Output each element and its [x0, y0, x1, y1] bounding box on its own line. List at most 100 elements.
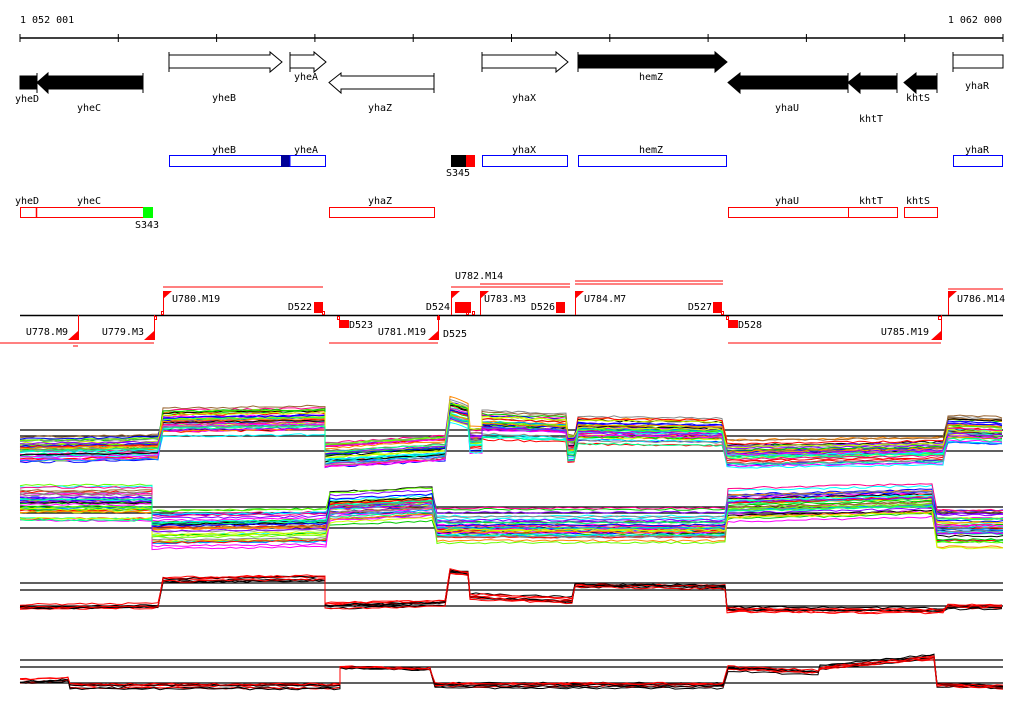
expression-panel-multi-1 [19, 395, 1003, 469]
gene-yheA[interactable]: yheA [289, 50, 327, 83]
operon-label: khtT [859, 196, 883, 207]
tu-start-flag [163, 291, 172, 299]
gene-yhaX[interactable]: yhaX [481, 50, 569, 104]
operon-label: yheD [15, 196, 39, 207]
gene-hemZ[interactable]: hemZ [577, 50, 728, 83]
gene-yheB[interactable]: yheB [168, 50, 283, 104]
expression-panel-summary-2 [19, 653, 1004, 691]
terminator-label[interactable]: D525 [443, 329, 467, 340]
transcription-unit-track: U778.M9 U779.M3 U780.M19 D522 D523 U781.… [0, 271, 1005, 347]
gene-label: yheA [294, 72, 318, 83]
operon-label: hemZ [639, 145, 663, 156]
operon-label: yheB [212, 145, 236, 156]
operon-label: yhaU [775, 196, 799, 207]
terminator-marker[interactable] [314, 302, 323, 313]
scale-start-label: 1 052 001 [20, 15, 74, 26]
expression-trace [19, 490, 1004, 528]
gene-label: khtT [859, 114, 883, 125]
tu-label[interactable]: U784.M7 [584, 294, 626, 305]
gene-khtS[interactable]: khtS [903, 71, 938, 104]
gene-yhaU[interactable]: yhaU [727, 71, 849, 114]
operon-box[interactable] [329, 207, 435, 218]
reverse-operon-track: yheD yheC S343 yhaZ yhaU khtT khtS [15, 196, 938, 231]
marker-block [281, 155, 290, 167]
gene-yhaZ[interactable]: yhaZ [328, 71, 435, 114]
operon-label: yheA [294, 145, 318, 156]
tu-label[interactable]: U782.M14 [455, 271, 503, 282]
tu-label[interactable]: U783.M3 [484, 294, 526, 305]
expression-trace [19, 497, 1004, 526]
tu-start-flag [931, 331, 941, 340]
expression-trace [19, 415, 1003, 468]
forward-operon-track: yheB yheA S345 yhaX hemZ yhaR [169, 145, 1003, 179]
expression-trace [19, 569, 1003, 614]
operon-box[interactable] [20, 207, 144, 218]
terminator-label[interactable]: D528 [738, 320, 762, 331]
operon-label: yhaZ [368, 196, 392, 207]
tu-label[interactable]: U785.M19 [881, 327, 929, 338]
site-block-black[interactable] [451, 155, 466, 167]
gene-yheC[interactable]: yheC [36, 71, 144, 114]
tu-label[interactable]: U779.M3 [102, 327, 144, 338]
operon-box[interactable] [169, 155, 326, 167]
site-label: S343 [135, 220, 159, 231]
tu-start-flag [948, 291, 957, 299]
expression-trace [19, 494, 1004, 537]
gene-yheD[interactable]: yheD [15, 73, 39, 105]
expression-trace [19, 510, 1004, 534]
terminator-label[interactable]: D524 [426, 302, 450, 313]
expression-trace [19, 414, 1003, 454]
gene-label: yheC [77, 103, 101, 114]
site-block-green[interactable] [143, 207, 153, 218]
terminator-label[interactable]: D526 [531, 302, 555, 313]
terminator-marker[interactable] [339, 320, 349, 328]
operon-label: yhaX [512, 145, 536, 156]
operon-box[interactable] [578, 155, 727, 167]
operon-box[interactable] [904, 207, 938, 218]
operon-box[interactable] [953, 155, 1003, 167]
expression-trace [19, 484, 1004, 525]
tu-label[interactable]: U778.M9 [26, 327, 68, 338]
tu-label[interactable]: U786.M14 [957, 294, 1005, 305]
gene-label: yhaU [775, 103, 799, 114]
terminator-label[interactable]: D523 [349, 320, 373, 331]
expression-trace [19, 507, 1003, 550]
gene-khtT[interactable]: khtT [847, 71, 898, 125]
tu-start-flag [144, 331, 154, 340]
expression-trace [19, 568, 1003, 611]
expression-trace [19, 417, 1003, 455]
site-label: S345 [446, 168, 470, 179]
operon-box[interactable] [482, 155, 568, 167]
tu-start-flag [68, 331, 78, 340]
expression-trace [19, 656, 1004, 687]
terminator-label[interactable]: D527 [688, 302, 712, 313]
operon-box[interactable] [728, 207, 898, 218]
tu-label[interactable]: U780.M19 [172, 294, 220, 305]
terminator-marker[interactable] [728, 320, 738, 328]
terminator-marker[interactable] [556, 302, 565, 313]
tu-start-flag [480, 291, 489, 299]
expression-trace [19, 503, 1004, 551]
tu-start-flag [451, 291, 460, 299]
expression-trace [19, 414, 1003, 458]
tu-label[interactable]: U781.M19 [378, 327, 426, 338]
tu-start-flag [575, 291, 584, 299]
expression-trace [19, 490, 1004, 541]
scale-end-label: 1 062 000 [948, 15, 1002, 26]
tu-start-flag [428, 331, 438, 340]
gene-label: yhaX [512, 93, 536, 104]
expression-trace [19, 405, 1002, 461]
gene-track: yheD yheC yheB yheA yhaZ yhaX hemZ yhaU … [15, 50, 1004, 125]
expression-trace [19, 418, 1003, 466]
site-block-red[interactable] [466, 155, 475, 167]
operon-label: yheC [77, 196, 101, 207]
expression-trace [19, 400, 1003, 453]
gene-label: khtS [906, 93, 930, 104]
terminator-marker[interactable] [713, 302, 722, 313]
gene-label: hemZ [639, 72, 663, 83]
gene-yhaR[interactable]: yhaR [952, 52, 1004, 92]
terminator-marker[interactable] [455, 302, 471, 313]
gene-label: yhaZ [368, 103, 392, 114]
terminator-label[interactable]: D522 [288, 302, 312, 313]
